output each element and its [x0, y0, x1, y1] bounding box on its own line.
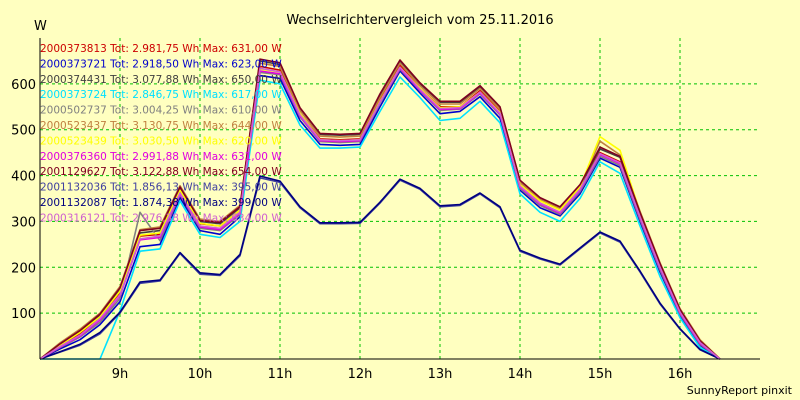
x-tick-label: 10h [188, 367, 213, 382]
series-line-2000523437 [39, 62, 721, 360]
series-line-2000373724 [40, 76, 721, 360]
x-tick-label: 9h [112, 367, 129, 382]
legend-entry-2000523439: 2000523439 Tot: 3.030,50 Wh Max: 620,00 … [40, 135, 282, 147]
y-tick-label: 200 [11, 261, 36, 276]
legend: 2000373813 Tot: 2.981,75 Wh Max: 631,00 … [40, 43, 282, 224]
legend-entry-2000502737: 2000502737 Tot: 3.004,25 Wh Max: 610,00 … [40, 105, 282, 117]
series-layer [39, 58, 721, 360]
legend-entry-2000316121: 2000316121 Tot: 2.976,38 Wh Max: 634,00 … [40, 212, 282, 224]
series-line-2001132087 [39, 175, 721, 360]
x-tick-label: 15h [588, 367, 613, 382]
series-line-2001129627 [39, 58, 721, 360]
y-axis-label: W [34, 19, 47, 34]
legend-entry-2001129627: 2001129627 Tot: 3.122,88 Wh Max: 654,00 … [40, 166, 282, 178]
legend-entry-2000523437: 2000523437 Tot: 3.130,75 Wh Max: 644,00 … [40, 120, 282, 132]
legend-entry-2000373724: 2000373724 Tot: 2.846,75 Wh Max: 617,00 … [40, 89, 282, 101]
chart-title: Wechselrichtervergleich vom 25.11.2016 [286, 13, 553, 28]
legend-entry-2000373813: 2000373813 Tot: 2.981,75 Wh Max: 631,00 … [40, 43, 282, 55]
x-tick-label: 16h [668, 367, 693, 382]
series-line-2000316121 [39, 66, 721, 360]
tick-labels: 9h 10h 11h 12h 13h 14h 15h 16h 100 200 300 400 500 60… [11, 78, 692, 382]
legend-entry-2001132036: 2001132036 Tot: 1.856,13 Wh Max: 395,00 … [40, 182, 282, 194]
x-tick-label: 12h [348, 367, 373, 382]
x-tick-label: 13h [428, 367, 453, 382]
axes [39, 38, 760, 360]
x-tick-label: 11h [268, 367, 293, 382]
y-tick-label: 300 [11, 215, 36, 230]
plot-area [40, 38, 760, 359]
grid [40, 38, 760, 359]
legend-entry-2000373721: 2000373721 Tot: 2.918,50 Wh Max: 623,00 … [40, 58, 282, 70]
y-tick-label: 400 [11, 170, 36, 185]
plot-background [40, 38, 760, 359]
y-tick-label: 100 [11, 307, 36, 322]
y-tick-label: 600 [11, 78, 36, 93]
credit-text: SunnyReport pinxit [687, 384, 793, 397]
legend-entry-2000374431: 2000374431 Tot: 3.077,88 Wh Max: 650,00 … [40, 74, 282, 86]
x-tick-label: 14h [508, 367, 533, 382]
legend-entry-2001132087: 2001132087 Tot: 1.874,38 Wh Max: 399,00 … [40, 197, 282, 209]
legend-entry-2000376360: 2000376360 Tot: 2.991,88 Wh Max: 631,00 … [40, 151, 282, 163]
series-line-2000373721 [39, 70, 721, 360]
y-tick-label: 500 [11, 124, 36, 139]
